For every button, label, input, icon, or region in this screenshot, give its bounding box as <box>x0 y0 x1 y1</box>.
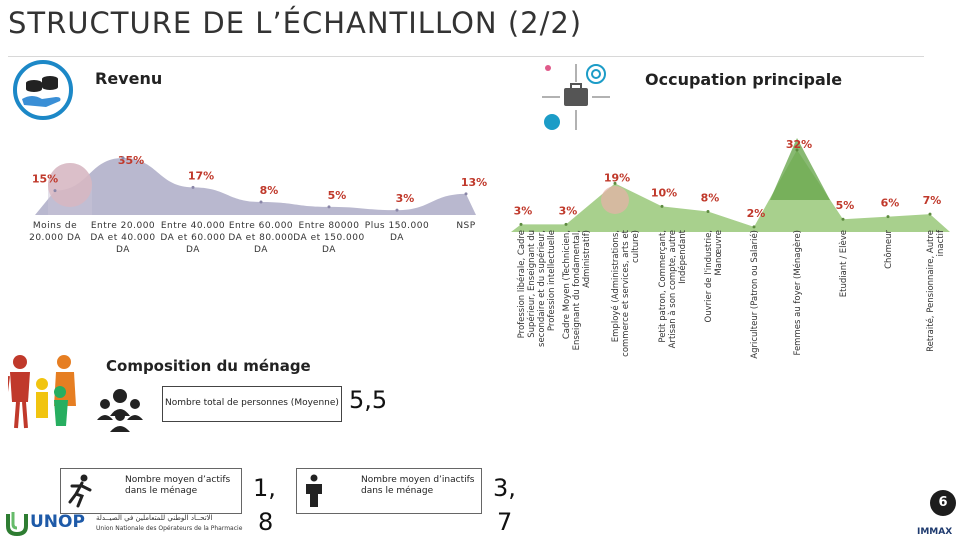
occupation-point <box>928 212 932 216</box>
title-divider <box>8 56 924 57</box>
revenu-title: Revenu <box>95 69 163 88</box>
occupation-peak-highlight <box>770 138 830 200</box>
revenu-highlight-shade <box>48 163 92 215</box>
occupation-point <box>519 222 523 226</box>
immax-logo-text: IMMAX <box>917 527 953 537</box>
occupation-value-label: 3% <box>559 204 578 217</box>
revenu-value-label: 8% <box>260 184 279 197</box>
occupation-value-label: 3% <box>514 204 533 217</box>
inactifs-box: Nombre moyen d’inactifs dans le ménage <box>296 468 482 514</box>
occupation-point <box>706 210 710 213</box>
inactifs-label: Nombre moyen d’inactifs dans le ménage <box>361 475 475 496</box>
revenu-point <box>121 156 125 160</box>
occupation-category-label: Petit patron, Commerçant, Artisan à son … <box>658 230 688 349</box>
occupation-category-label: Femmes au foyer (Ménagère) <box>793 230 803 356</box>
revenu-value-label: 15% <box>32 173 58 186</box>
occupation-category-label: Cadre Moyen (Technicien, Enseignant du f… <box>562 230 592 351</box>
revenu-category-label: Entre 20.000 DA et 40.000 DA <box>90 221 156 255</box>
inactifs-value-1: 3, <box>493 470 516 506</box>
revenu-point <box>191 185 195 189</box>
unop-arabic-text: الاتحــاد الوطني للمتعاملين في الصيــدلة <box>96 514 213 522</box>
running-person-icon <box>68 474 92 508</box>
occupation-point <box>886 215 890 219</box>
revenu-point <box>259 200 263 204</box>
revenu-value-label: 3% <box>396 192 415 205</box>
occupation-category-label: Etudiant / Elève <box>839 230 849 298</box>
occupation-point <box>795 148 799 152</box>
actifs-label: Nombre moyen d’actifs dans le ménage <box>125 475 231 496</box>
revenu-area <box>35 158 476 215</box>
occupation-title: Occupation principale <box>645 70 843 89</box>
revenu-category-label: Entre 60.000 DA et 80.000 DA <box>228 221 294 255</box>
actifs-value-2: 8 <box>258 508 274 536</box>
briefcase-network-icon <box>542 64 610 130</box>
revenu-value-label: 17% <box>188 169 214 182</box>
actifs-value-1: 1, <box>253 470 276 506</box>
revenu-category-label: Plus 150.000 DA <box>364 221 430 243</box>
family-icon <box>8 355 76 429</box>
revenu-point <box>395 208 399 212</box>
page-number: 6 <box>930 490 956 516</box>
revenu-category-label: NSP <box>456 221 476 231</box>
occupation-point <box>841 217 845 221</box>
inactifs-value-2: 7 <box>497 508 513 536</box>
occupation-area <box>511 150 950 232</box>
revenu-category-label: Entre 80000 DA et 150.000 DA <box>293 221 365 255</box>
occupation-value-label: 10% <box>651 186 677 199</box>
revenu-value-label: 13% <box>461 176 487 189</box>
total-persons-label: Nombre total de personnes (Moyenne) <box>165 398 339 408</box>
revenu-value-label: 5% <box>328 189 347 202</box>
occupation-category-label: Employé (Administrations, commerce et se… <box>611 230 641 357</box>
money-hand-icon <box>13 60 73 120</box>
occupation-category-label: Ouvrier de l'industrie, Manœuvre <box>704 230 724 323</box>
menage-title: Composition du ménage <box>106 357 311 375</box>
occupation-value-label: 19% <box>604 171 630 184</box>
revenu-value-label: 35% <box>118 154 144 167</box>
occupation-value-label: 6% <box>881 197 900 210</box>
occupation-value-label: 8% <box>701 192 720 205</box>
occupation-point <box>752 225 756 229</box>
occupation-category-label: Chômeur <box>884 230 894 269</box>
revenu-category-label: Moins de 20.000 DA <box>29 221 81 243</box>
revenu-category-label: Entre 40.000 DA et 60.000 DA <box>160 221 226 255</box>
unop-french-text: Union Nationale des Opérateurs de la Pha… <box>96 525 243 532</box>
occupation-value-label: 2% <box>747 207 766 220</box>
occupation-point <box>613 181 617 185</box>
occupation-category-label: Retraité, Pensionnaire, Autre inactif <box>926 230 946 352</box>
occupation-category-label: Agriculteur (Patron ou Salarié) <box>750 230 760 359</box>
occupation-value-label: 32% <box>786 138 812 151</box>
unop-logo-icon <box>6 512 28 536</box>
unop-logo-text: UNOP <box>30 512 85 532</box>
occupation-value-label: 5% <box>836 199 855 212</box>
total-persons-box: Nombre total de personnes (Moyenne) <box>162 386 342 422</box>
occupation-highlight <box>601 186 629 214</box>
actifs-box: Nombre moyen d’actifs dans le ménage <box>60 468 242 514</box>
revenu-point <box>327 205 331 209</box>
standing-person-icon <box>306 474 322 507</box>
page-title: STRUCTURE DE L’ÉCHANTILLON (2/2) <box>8 6 583 40</box>
revenu-point <box>464 192 468 196</box>
revenu-point <box>53 189 57 193</box>
total-persons-value: 5,5 <box>345 384 392 416</box>
occupation-point <box>564 222 568 226</box>
group-people-icon <box>97 389 143 432</box>
occupation-point <box>660 204 664 208</box>
occupation-category-label: Profession libérale, Cadre Supérieur, En… <box>517 230 557 347</box>
occupation-value-label: 7% <box>923 194 942 207</box>
